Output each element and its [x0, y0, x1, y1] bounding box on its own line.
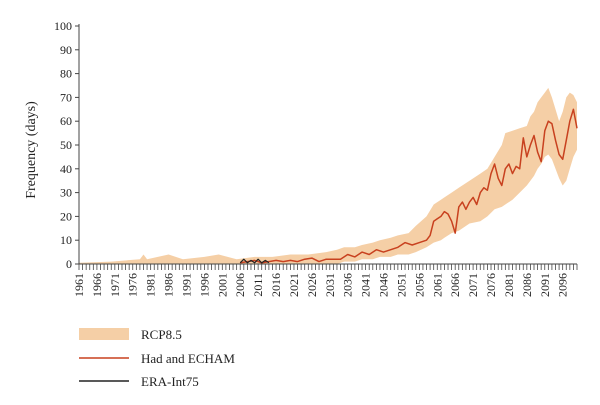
y-tick-label: 100 [54, 19, 72, 33]
y-axis-label: Frequency (days) [24, 101, 39, 199]
y-tick-label: 40 [60, 162, 72, 176]
x-tick-label: 1961 [72, 273, 86, 297]
x-tick-labels: 1961 1966 1971 1976 1981 1986 1991 1996 2001 2006… [72, 273, 570, 297]
y-tick-label: 30 [60, 186, 72, 200]
legend: RCP8.5 Had and ECHAM ERA-Int75 [79, 327, 235, 389]
y-tick-label: 70 [60, 90, 72, 104]
x-tick-label: 1966 [90, 273, 104, 297]
x-tick-label: 2011 [251, 273, 265, 297]
x-tick-label: 1971 [108, 273, 122, 297]
x-tick-label: 1996 [197, 273, 211, 297]
x-tick-label: 2016 [269, 273, 283, 297]
x-tick-label: 2046 [377, 273, 391, 297]
series-line-era-int75 [239, 258, 270, 264]
x-tick-label: 1986 [162, 273, 176, 297]
x-tick-label: 2086 [520, 273, 534, 297]
series-layer [239, 108, 578, 264]
y-tick-label: 90 [60, 43, 72, 57]
series-line-had-echam [240, 108, 578, 264]
x-tick-label: 2021 [287, 273, 301, 297]
x-tick-label: 2061 [430, 273, 444, 297]
band-rcp85 [79, 87, 577, 265]
x-tick-label: 1976 [126, 273, 140, 297]
x-tick-label: 2036 [341, 273, 355, 297]
x-tick-label: 2081 [502, 273, 516, 297]
x-tick-label: 2096 [556, 273, 570, 297]
y-tick-label: 10 [60, 233, 72, 247]
y-tick-label: 80 [60, 67, 72, 81]
y-tick-label: 20 [60, 209, 72, 223]
x-tick-label: 2041 [359, 273, 373, 297]
x-tick-label: 2066 [448, 273, 462, 297]
x-tick-label: 2091 [538, 273, 552, 297]
x-tick-label: 2001 [215, 273, 229, 297]
x-tick-label: 1981 [144, 273, 158, 297]
band-layer [79, 87, 577, 265]
x-tick-label: 2006 [233, 273, 247, 297]
x-tick-label: 1991 [180, 273, 194, 297]
x-tick-label: 2051 [394, 273, 408, 297]
legend-label: ERA-Int75 [141, 374, 199, 389]
axis-layer [75, 24, 578, 270]
legend-swatch-rcp85 [79, 328, 129, 340]
x-tick-label: 2076 [484, 273, 498, 297]
y-tick-labels: 0 10 20 30 40 50 60 70 80 90 100 [54, 19, 72, 271]
y-tick-label: 60 [60, 114, 72, 128]
legend-label: RCP8.5 [141, 327, 182, 342]
legend-label: Had and ECHAM [141, 351, 235, 366]
x-tick-label: 2056 [412, 273, 426, 297]
y-tick-label: 50 [60, 138, 72, 152]
x-tick-label: 2071 [466, 273, 480, 297]
y-tick-label: 0 [66, 257, 72, 271]
x-tick-label: 2031 [323, 273, 337, 297]
x-tick-label: 2026 [305, 273, 319, 297]
